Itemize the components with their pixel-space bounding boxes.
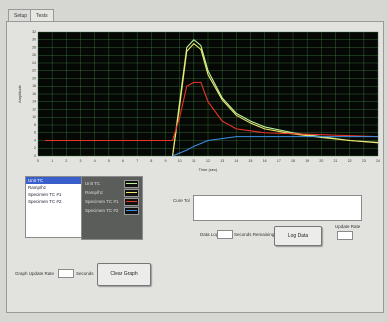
number-input[interactable] [217,230,233,239]
y-tick-label: 4 [34,138,36,142]
x-tick-label: 22 [348,159,352,163]
legend-line [126,201,137,202]
x-tick-label: 24 [376,159,380,163]
chart: Amplitude Time (sec) 0246810121416182022… [0,22,388,197]
x-tick-label: 9 [165,159,167,163]
x-tick-label: 6 [122,159,124,163]
label: Update Rate [335,224,360,229]
log-button[interactable]: Log Data [274,226,322,246]
legend-line [126,192,137,193]
x-tick-label: 8 [150,159,152,163]
list-item[interactable]: Unit TC [26,177,81,184]
number-input[interactable] [58,269,74,278]
label: Cure Tol [173,198,190,203]
x-tick-label: 1 [51,159,53,163]
x-tick-label: 17 [277,159,281,163]
y-tick-label: 12 [32,107,36,111]
legend-label: Ramp/hz [85,190,103,195]
label: Seconds [76,271,94,276]
x-tick-label: 20 [319,159,323,163]
x-tick-label: 7 [136,159,138,163]
legend-label: Unit TC [85,181,100,186]
y-tick-label: 20 [32,76,36,80]
y-tick-label: 32 [32,30,36,34]
y-tick-label: 14 [32,100,36,104]
number-input[interactable] [337,231,353,240]
y-tick-label: 10 [32,115,36,119]
legend-label: Specimen TC #1 [85,199,118,204]
x-tick-label: 15 [249,159,253,163]
x-tick-label: 3 [80,159,82,163]
list-item[interactable]: Specimen TC #1 [26,191,81,198]
x-tick-label: 2 [65,159,67,163]
text-field[interactable] [193,195,362,221]
legend-swatch [124,189,139,197]
x-tick-label: 21 [334,159,338,163]
y-tick-label: 22 [32,69,36,73]
y-tick-label: 30 [32,38,36,42]
y-tick-label: 0 [34,154,36,158]
y-tick-label: 24 [32,61,36,65]
x-tick-label: 11 [192,159,196,163]
list-item[interactable]: Specimen TC #2 [26,198,81,205]
clear-button[interactable]: Clear Graph [97,263,151,286]
legend-line [126,183,137,184]
x-tick-label: 23 [362,159,366,163]
y-axis-title: Amplitude [17,84,22,103]
legend-line [126,210,137,211]
plot-legend: Unit TC Ramp/hz Specimen TC #1 Specimen TC … [81,176,143,240]
legend-label: Specimen TC #2 [85,208,118,213]
x-tick-label: 19 [305,159,309,163]
legend-swatch [124,198,139,206]
y-tick-label: 8 [34,123,36,127]
window: Setup Tests Amplitude Time (sec) 0246810… [0,0,388,322]
y-tick-label: 2 [34,146,36,150]
x-tick-label: 4 [94,159,96,163]
x-axis-title: Time (sec) [199,167,218,172]
y-tick-label: 6 [34,131,36,135]
x-tick-label: 18 [291,159,295,163]
list-item[interactable]: Ramp/hz [26,184,81,191]
x-tick-label: 16 [263,159,267,163]
label: Seconds Remaining [234,232,274,237]
y-tick-label: 28 [32,45,36,49]
y-tick-label: 26 [32,53,36,57]
x-tick-label: 12 [206,159,210,163]
x-tick-label: 0 [37,159,39,163]
legend-swatch [124,180,139,188]
y-tick-label: 16 [32,92,36,96]
legend-swatch [124,207,139,215]
label: Graph Update Rate [15,271,54,276]
x-tick-label: 5 [108,159,110,163]
x-tick-label: 10 [178,159,182,163]
x-tick-label: 14 [234,159,238,163]
y-tick-label: 18 [32,84,36,88]
x-tick-label: 13 [220,159,224,163]
